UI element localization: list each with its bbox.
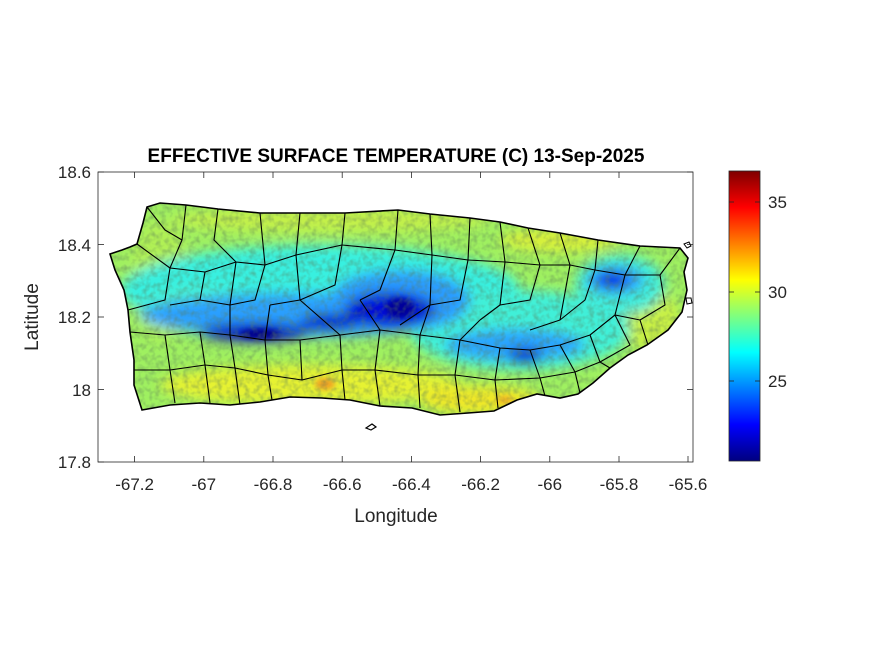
x-tick-label: -66.4 <box>392 475 431 494</box>
y-axis-ticks <box>98 171 693 463</box>
east-islet <box>685 297 693 305</box>
northeast-islet <box>683 241 692 249</box>
y-tick-label: 18 <box>72 381 91 400</box>
colorbar: 35 30 25 <box>728 170 787 462</box>
y-tick-label: 18.6 <box>58 163 91 182</box>
x-tick-label: -65.6 <box>669 475 708 494</box>
temperature-field <box>110 203 688 415</box>
colorbar-gradient <box>728 170 761 462</box>
x-tick-label: -66.6 <box>323 475 362 494</box>
municipality-boundaries <box>127 204 681 413</box>
x-axis-ticks <box>134 172 689 462</box>
x-tick-label: -67.2 <box>115 475 154 494</box>
colorbar-tick-label: 30 <box>768 283 787 302</box>
y-tick-label: 18.4 <box>58 236 91 255</box>
colorbar-tick-label: 35 <box>768 193 787 212</box>
y-tick-label: 17.8 <box>58 453 91 472</box>
y-axis-label: Latitude <box>22 283 43 351</box>
colorbar-tick-label: 25 <box>768 372 787 391</box>
x-tick-label: -65.8 <box>600 475 639 494</box>
caja-de-muertos-island <box>364 423 378 431</box>
map-title: EFFECTIVE SURFACE TEMPERATURE (C) 13-Sep… <box>148 146 645 167</box>
x-axis-label: Longitude <box>354 506 437 527</box>
y-tick-label: 18.2 <box>58 308 91 327</box>
x-tick-label: -67 <box>192 475 217 494</box>
x-tick-label: -66.2 <box>461 475 500 494</box>
x-tick-label: -66.8 <box>254 475 293 494</box>
x-tick-label: -66 <box>538 475 563 494</box>
